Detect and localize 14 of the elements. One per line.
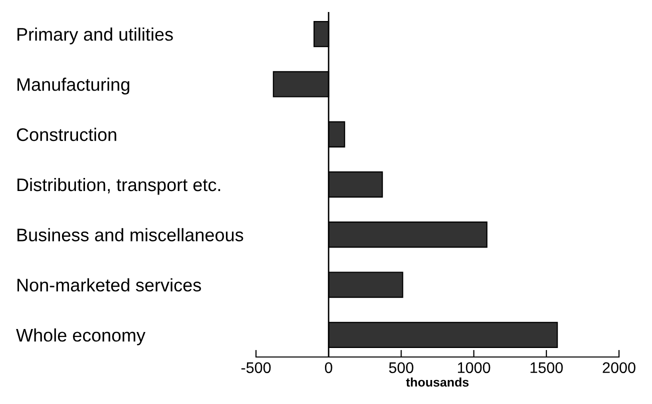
- y-tick-label: Whole economy: [16, 328, 146, 346]
- y-tick-label: Primary and utilities: [17, 28, 173, 44]
- x-tick-label: 1000: [458, 362, 490, 374]
- x-tick-label: 2000: [602, 362, 636, 374]
- y-tick-label: Distribution, transport etc.: [17, 178, 220, 195]
- x-tick-label: 500: [389, 362, 414, 374]
- x-axis-title: thousands: [406, 377, 469, 387]
- y-tick-label: Business and miscellaneous: [17, 228, 244, 242]
- y-tick-label: Manufacturing: [17, 78, 130, 94]
- x-tick-label: 0: [324, 362, 332, 374]
- x-tick-label: 1500: [530, 362, 563, 374]
- y-tick-label: Non-marketed services: [17, 278, 201, 292]
- x-tick-label: -500: [241, 362, 271, 374]
- y-tick-label: Construction: [16, 128, 116, 142]
